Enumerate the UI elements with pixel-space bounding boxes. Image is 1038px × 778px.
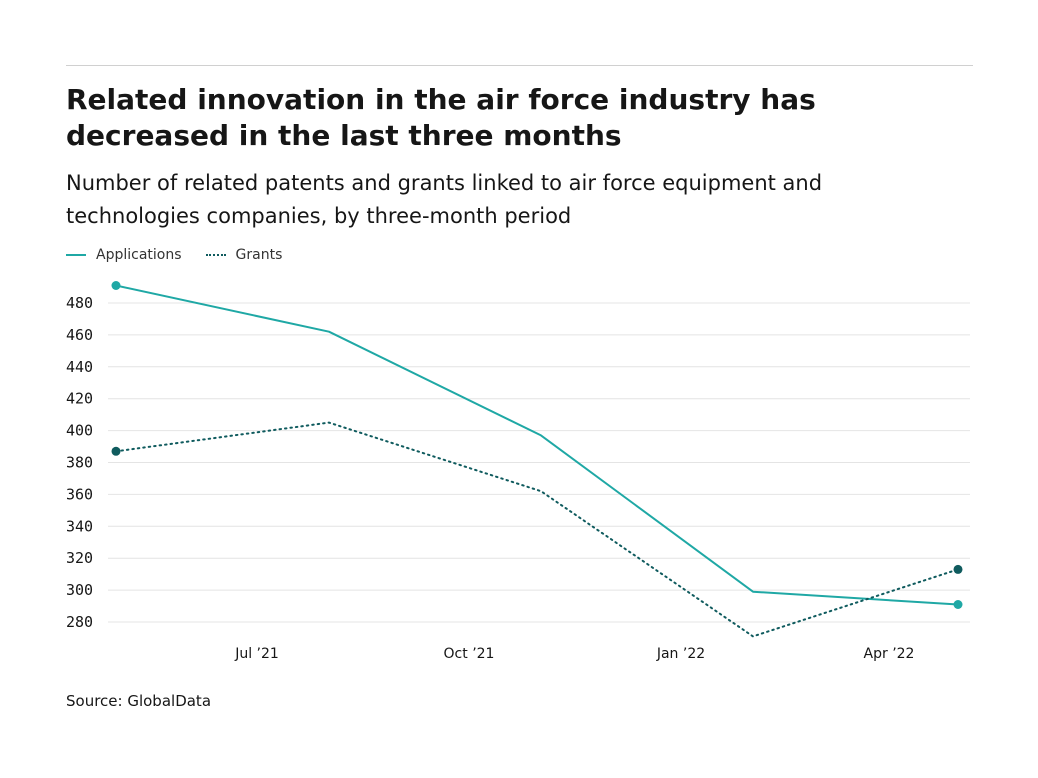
- y-tick-label-440: 440: [66, 358, 93, 376]
- legend: Applications Grants: [66, 245, 306, 265]
- y-tick-label-320: 320: [66, 549, 93, 567]
- y-tick-label-360: 360: [66, 485, 93, 503]
- x-tick-label-1: Oct ’21: [444, 646, 495, 662]
- x-tick-label-3: Apr ’22: [864, 646, 915, 662]
- y-axis: 280 300 320 340 360 380 400 420 440 460 480: [66, 294, 93, 631]
- legend-swatch-grants: [205, 254, 226, 256]
- y-tick-label-280: 280: [66, 613, 93, 631]
- series-layer: [111, 281, 963, 638]
- grid-layer: [108, 302, 970, 623]
- top-divider: [66, 65, 973, 66]
- y-tick-label-420: 420: [66, 390, 93, 408]
- line-chart: 280 300 320 340 360 380 400 420 440 460 480 Jul ’2…: [66, 281, 970, 662]
- legend-label-grants: Grants: [235, 247, 283, 263]
- point-applications-0: [111, 281, 121, 290]
- point-applications-4: [953, 600, 963, 609]
- x-tick-label-0: Jul ’21: [234, 646, 279, 662]
- y-tick-label-340: 340: [66, 517, 93, 535]
- x-tick-label-2: Jan ’22: [656, 646, 705, 662]
- series-line-applications: [115, 284, 959, 606]
- point-grants-4: [953, 564, 963, 574]
- legend-label-applications: Applications: [96, 247, 182, 263]
- y-tick-label-400: 400: [66, 422, 93, 440]
- series-line-grants: [115, 421, 959, 638]
- source-note: Source: GlobalData: [66, 692, 212, 710]
- y-tick-label-480: 480: [66, 294, 93, 312]
- y-tick-label-380: 380: [66, 454, 93, 472]
- legend-item-applications: Applications: [66, 247, 182, 263]
- legend-item-grants: Grants: [205, 247, 283, 263]
- y-tick-label-300: 300: [66, 581, 93, 599]
- x-axis: Jul ’21 Oct ’21 Jan ’22 Apr ’22: [234, 646, 914, 662]
- chart-title: Related innovation in the air force indu…: [66, 83, 816, 152]
- y-tick-label-460: 460: [66, 326, 93, 344]
- legend-swatch-applications: [66, 254, 86, 256]
- chart-subtitle: Number of related patents and grants lin…: [66, 171, 823, 228]
- point-grants-0: [111, 446, 121, 456]
